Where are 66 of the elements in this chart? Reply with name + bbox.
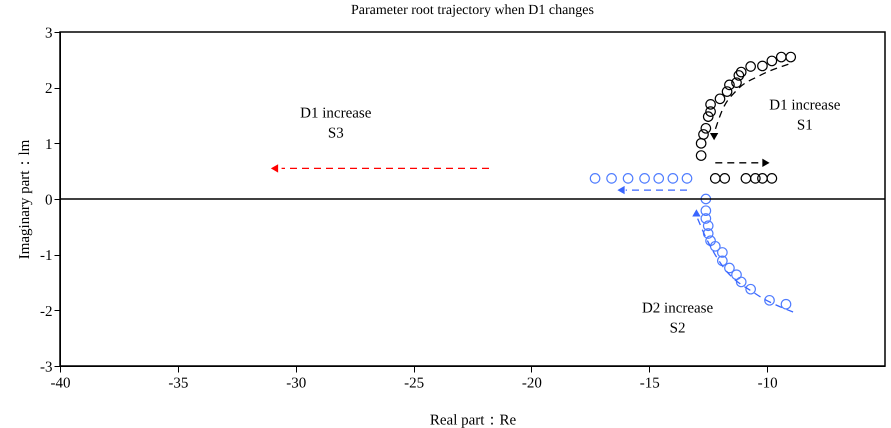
y-tick-label: -1 <box>40 248 52 264</box>
chart-title: Parameter root trajectory when D1 changes <box>351 3 594 18</box>
point <box>785 52 796 62</box>
point <box>700 122 712 134</box>
x-tick-label: -30 <box>286 376 306 392</box>
point <box>702 228 714 239</box>
point <box>717 255 728 266</box>
point <box>740 173 752 184</box>
point <box>698 129 709 140</box>
y-tick-label: 3 <box>45 26 52 42</box>
point <box>668 173 678 184</box>
x-tick-label: -40 <box>50 376 70 392</box>
point <box>700 194 712 204</box>
point <box>653 173 664 184</box>
point <box>745 284 756 295</box>
point <box>700 213 712 224</box>
point <box>590 173 600 184</box>
point <box>724 262 735 274</box>
point <box>731 77 742 88</box>
point <box>705 106 716 117</box>
x-tick-label: -25 <box>404 376 424 392</box>
point <box>722 86 732 97</box>
y-axis-title: Imaginary part：lm <box>17 139 34 260</box>
point <box>764 294 775 306</box>
x-tick-label: -15 <box>640 376 660 392</box>
annotation: D1 increase S1 <box>769 97 841 134</box>
point <box>717 247 728 258</box>
y-tick-label: 0 <box>45 192 52 208</box>
point <box>639 173 650 184</box>
point <box>714 93 726 104</box>
point <box>700 205 712 216</box>
point <box>710 173 721 184</box>
point <box>766 56 778 66</box>
point <box>776 52 787 62</box>
y-tick-label: -3 <box>40 360 52 376</box>
point <box>710 240 721 252</box>
y-tick-label: 2 <box>45 81 52 98</box>
y-tick-label: 1 <box>45 136 52 153</box>
point <box>734 70 744 81</box>
point <box>705 235 716 246</box>
x-tick-label: -20 <box>522 376 542 392</box>
point <box>731 269 742 280</box>
point <box>696 138 706 149</box>
annotation: D2 increase S2 <box>642 300 714 337</box>
x-axis-title: Real part：Re <box>430 412 516 428</box>
point <box>682 173 692 184</box>
x-tick-label: -10 <box>758 376 778 392</box>
annotation: D1 increase S3 <box>300 106 372 142</box>
point <box>622 173 634 184</box>
point <box>757 60 768 72</box>
point <box>736 276 747 288</box>
point <box>719 173 730 184</box>
point <box>705 99 716 110</box>
point <box>696 150 706 161</box>
point <box>757 173 768 184</box>
point <box>606 173 617 184</box>
point <box>736 66 747 78</box>
point <box>780 298 792 310</box>
point <box>702 220 714 232</box>
y-tick-label: -2 <box>40 304 52 320</box>
x-tick-label: -35 <box>168 376 188 392</box>
point <box>766 173 778 184</box>
point <box>750 173 761 184</box>
point <box>724 80 735 90</box>
point <box>702 111 714 122</box>
point <box>745 61 756 72</box>
